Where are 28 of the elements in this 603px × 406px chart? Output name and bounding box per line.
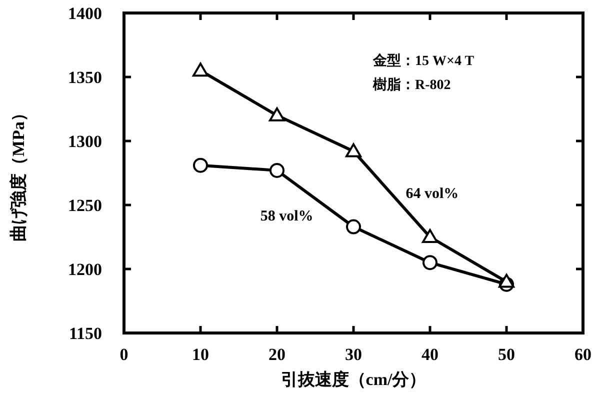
- x-tick-label: 40: [422, 345, 438, 364]
- y-tick-label: 1200: [68, 260, 102, 279]
- point: [346, 143, 362, 158]
- annotation: 樹脂：R-802: [372, 77, 451, 93]
- y-tick-label: 1250: [68, 196, 102, 215]
- y-tick-label: 1150: [68, 324, 102, 343]
- annotation: 金型：15 W×4 T: [372, 53, 475, 69]
- series-label: 58 vol%: [260, 208, 314, 225]
- series-label: 64 vol%: [406, 186, 459, 202]
- x-axis-title: 引抜速度（cm/分）: [280, 370, 426, 389]
- point: [422, 255, 438, 270]
- y-axis-title: 曲げ強度（MPa）: [9, 104, 28, 242]
- x-tick-label: 10: [192, 345, 209, 364]
- y-tick-label: 1400: [68, 4, 102, 23]
- x-tick-label: 20: [268, 345, 286, 364]
- y-tick-label: 1300: [68, 132, 102, 151]
- point: [269, 107, 285, 122]
- point: [422, 229, 438, 243]
- point: [346, 219, 361, 234]
- x-tick-label: 30: [345, 345, 362, 364]
- x-tick-label: 50: [498, 345, 515, 364]
- x-tick-label: 60: [574, 345, 592, 364]
- point: [270, 162, 284, 178]
- point: [498, 274, 514, 288]
- point: [192, 62, 208, 77]
- x-tick-label: 0: [120, 345, 128, 364]
- y-tick-label: 1350: [68, 68, 102, 87]
- point: [193, 158, 208, 173]
